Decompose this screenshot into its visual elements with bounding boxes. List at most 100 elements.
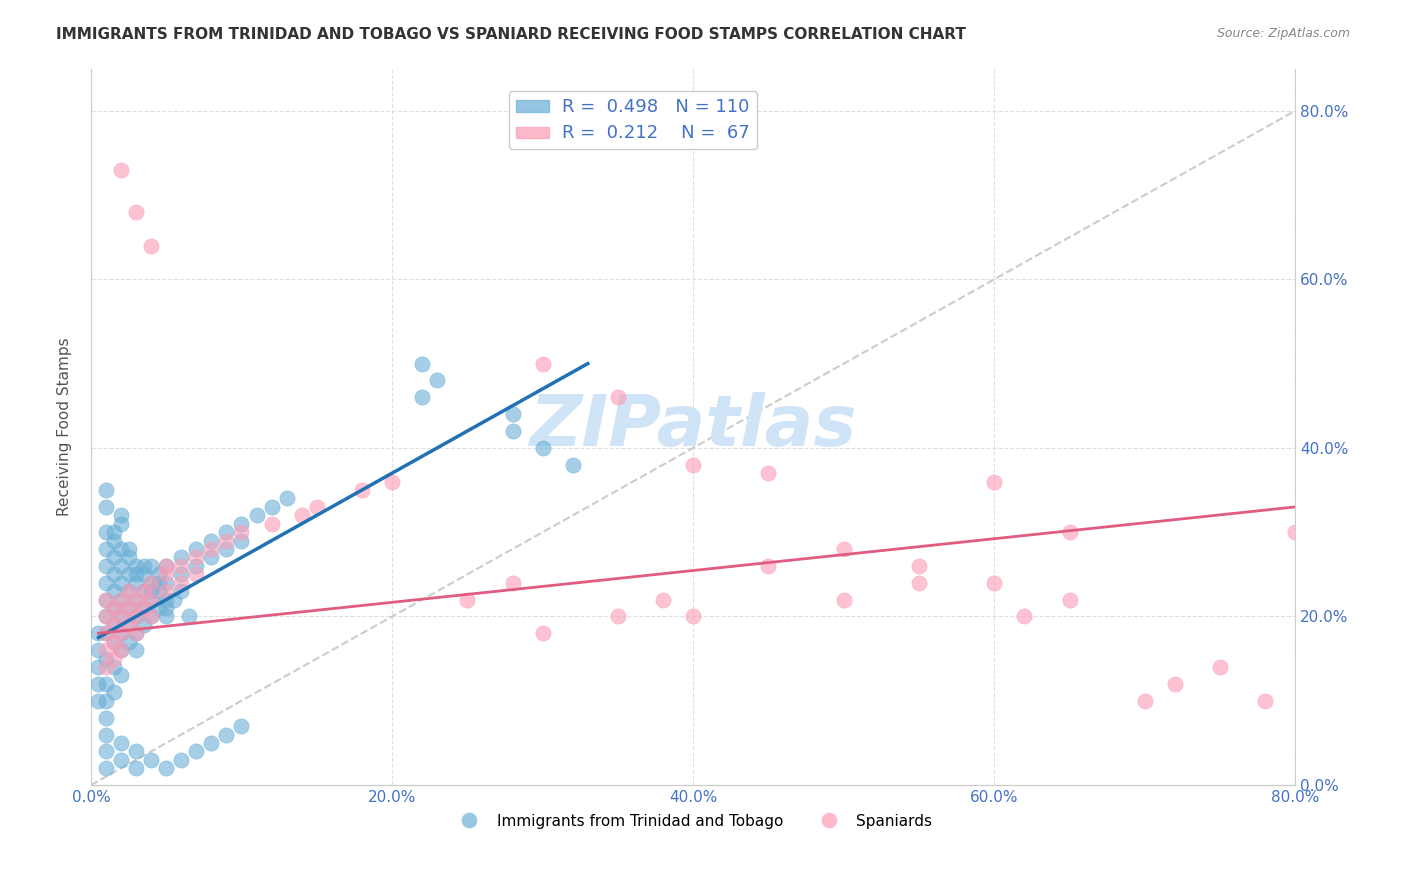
Spaniards xyxy=(155,558,177,573)
Immigrants from Trinidad and Tobago xyxy=(260,500,283,514)
Immigrants from Trinidad and Tobago xyxy=(141,584,163,599)
Immigrants from Trinidad and Tobago xyxy=(411,357,433,371)
Immigrants from Trinidad and Tobago xyxy=(117,542,139,557)
Immigrants from Trinidad and Tobago xyxy=(186,542,208,557)
Immigrants from Trinidad and Tobago xyxy=(94,651,117,665)
Immigrants from Trinidad and Tobago xyxy=(103,550,125,565)
Spaniards xyxy=(110,592,132,607)
Immigrants from Trinidad and Tobago xyxy=(117,584,139,599)
Immigrants from Trinidad and Tobago xyxy=(125,761,148,775)
Spaniards xyxy=(125,592,148,607)
Immigrants from Trinidad and Tobago xyxy=(94,483,117,497)
Spaniards xyxy=(141,592,163,607)
Spaniards xyxy=(1209,660,1232,674)
Spaniards xyxy=(682,609,704,624)
Spaniards xyxy=(170,575,193,590)
Spaniards xyxy=(502,575,524,590)
Immigrants from Trinidad and Tobago xyxy=(155,761,177,775)
Spaniards xyxy=(94,660,117,674)
Spaniards xyxy=(231,525,253,540)
Spaniards xyxy=(1059,525,1081,540)
Immigrants from Trinidad and Tobago xyxy=(94,711,117,725)
Spaniards xyxy=(381,475,404,489)
Immigrants from Trinidad and Tobago xyxy=(110,508,132,523)
Spaniards xyxy=(155,584,177,599)
Immigrants from Trinidad and Tobago xyxy=(94,761,117,775)
Immigrants from Trinidad and Tobago xyxy=(110,516,132,531)
Immigrants from Trinidad and Tobago xyxy=(87,677,110,691)
Immigrants from Trinidad and Tobago xyxy=(426,374,449,388)
Spaniards xyxy=(1254,694,1277,708)
Immigrants from Trinidad and Tobago xyxy=(110,643,132,657)
Immigrants from Trinidad and Tobago xyxy=(110,736,132,750)
Spaniards xyxy=(117,601,139,615)
Spaniards xyxy=(94,592,117,607)
Immigrants from Trinidad and Tobago xyxy=(231,533,253,548)
Immigrants from Trinidad and Tobago xyxy=(531,441,554,455)
Spaniards xyxy=(291,508,314,523)
Spaniards xyxy=(983,575,1005,590)
Immigrants from Trinidad and Tobago xyxy=(110,626,132,640)
Y-axis label: Receiving Food Stamps: Receiving Food Stamps xyxy=(58,337,72,516)
Immigrants from Trinidad and Tobago xyxy=(141,609,163,624)
Spaniards xyxy=(110,643,132,657)
Spaniards xyxy=(103,651,125,665)
Spaniards xyxy=(350,483,373,497)
Immigrants from Trinidad and Tobago xyxy=(103,533,125,548)
Spaniards xyxy=(606,609,628,624)
Immigrants from Trinidad and Tobago xyxy=(94,694,117,708)
Spaniards xyxy=(908,558,931,573)
Immigrants from Trinidad and Tobago xyxy=(132,567,155,582)
Immigrants from Trinidad and Tobago xyxy=(87,694,110,708)
Immigrants from Trinidad and Tobago xyxy=(186,744,208,758)
Immigrants from Trinidad and Tobago xyxy=(200,533,222,548)
Spaniards xyxy=(983,475,1005,489)
Spaniards xyxy=(141,238,163,252)
Immigrants from Trinidad and Tobago xyxy=(502,407,524,421)
Immigrants from Trinidad and Tobago xyxy=(103,567,125,582)
Immigrants from Trinidad and Tobago xyxy=(94,575,117,590)
Spaniards xyxy=(155,567,177,582)
Spaniards xyxy=(110,609,132,624)
Immigrants from Trinidad and Tobago xyxy=(117,618,139,632)
Spaniards xyxy=(125,626,148,640)
Immigrants from Trinidad and Tobago xyxy=(148,567,170,582)
Spaniards xyxy=(103,601,125,615)
Immigrants from Trinidad and Tobago xyxy=(125,558,148,573)
Spaniards xyxy=(531,357,554,371)
Spaniards xyxy=(1133,694,1156,708)
Immigrants from Trinidad and Tobago xyxy=(215,727,238,741)
Spaniards xyxy=(110,162,132,177)
Immigrants from Trinidad and Tobago xyxy=(117,634,139,648)
Immigrants from Trinidad and Tobago xyxy=(155,609,177,624)
Immigrants from Trinidad and Tobago xyxy=(186,558,208,573)
Text: Source: ZipAtlas.com: Source: ZipAtlas.com xyxy=(1216,27,1350,40)
Spaniards xyxy=(110,626,132,640)
Immigrants from Trinidad and Tobago xyxy=(110,542,132,557)
Immigrants from Trinidad and Tobago xyxy=(110,753,132,767)
Immigrants from Trinidad and Tobago xyxy=(125,592,148,607)
Immigrants from Trinidad and Tobago xyxy=(215,542,238,557)
Immigrants from Trinidad and Tobago xyxy=(125,609,148,624)
Immigrants from Trinidad and Tobago xyxy=(231,516,253,531)
Immigrants from Trinidad and Tobago xyxy=(117,550,139,565)
Immigrants from Trinidad and Tobago xyxy=(148,601,170,615)
Spaniards xyxy=(260,516,283,531)
Immigrants from Trinidad and Tobago xyxy=(155,575,177,590)
Immigrants from Trinidad and Tobago xyxy=(94,677,117,691)
Immigrants from Trinidad and Tobago xyxy=(177,609,200,624)
Immigrants from Trinidad and Tobago xyxy=(94,727,117,741)
Immigrants from Trinidad and Tobago xyxy=(117,601,139,615)
Immigrants from Trinidad and Tobago xyxy=(132,584,155,599)
Spaniards xyxy=(832,592,855,607)
Spaniards xyxy=(652,592,675,607)
Spaniards xyxy=(200,542,222,557)
Immigrants from Trinidad and Tobago xyxy=(110,592,132,607)
Spaniards xyxy=(141,575,163,590)
Spaniards xyxy=(215,533,238,548)
Spaniards xyxy=(606,390,628,404)
Immigrants from Trinidad and Tobago xyxy=(94,609,117,624)
Spaniards xyxy=(1014,609,1036,624)
Immigrants from Trinidad and Tobago xyxy=(200,550,222,565)
Spaniards xyxy=(456,592,478,607)
